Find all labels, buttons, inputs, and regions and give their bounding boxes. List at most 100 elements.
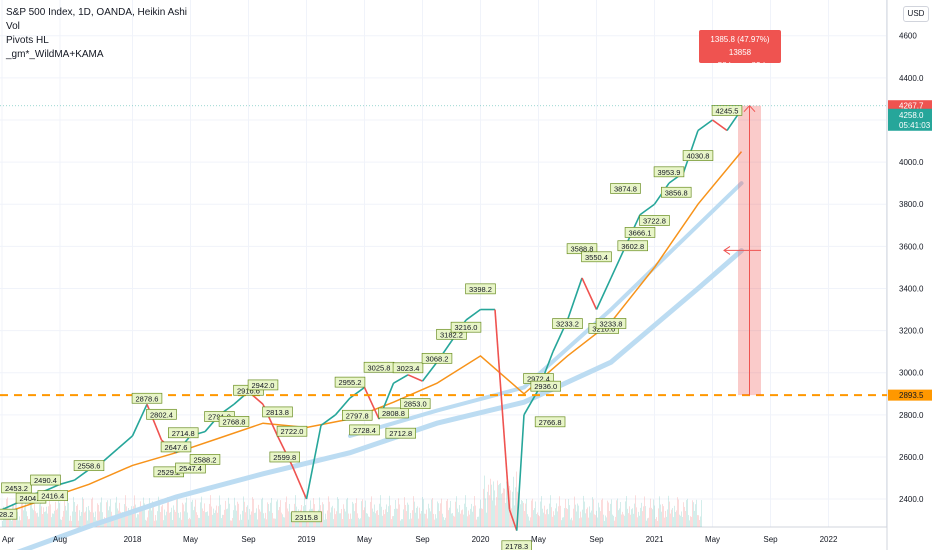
volume-bar [582,509,583,527]
measure-zone[interactable] [723,104,761,396]
volume-bar [84,512,85,527]
legend-title[interactable]: S&P 500 Index, 1D, OANDA, Heikin Ashi [6,7,188,18]
volume-bar [504,488,505,527]
pivot-text: 3602.8 [621,242,644,251]
volume-bar [240,514,241,527]
volume-bar [171,507,172,527]
volume-bar [578,505,579,527]
volume-bar [445,517,446,527]
volume-bar [404,497,405,527]
volume-bar [131,506,132,527]
volume-bar [600,511,601,527]
volume-bar [459,505,460,527]
pivot-text: 2328.2 [0,510,13,519]
volume-bar [257,519,258,527]
y-tick-label: 3400.0 [899,284,924,293]
volume-bar [346,499,347,527]
volume-bar [389,495,390,527]
currency-button[interactable]: USD [903,6,929,22]
volume-bar [97,503,98,527]
volume-bar [325,513,326,527]
x-tick-label: Aug [53,535,67,544]
price-segment [291,465,308,500]
pivot-box [639,215,670,226]
volume-bar [172,519,173,527]
x-tick-label: 2022 [820,535,838,544]
volume-bar [607,500,608,527]
volume-bar [76,505,77,527]
volume-bar [422,497,423,527]
pivot-text: 2178.3 [505,542,528,550]
volume-bar [99,511,100,527]
volume-bar [387,512,388,527]
volume-bar [620,502,621,527]
price-segment [131,403,148,437]
time-axis[interactable]: Apr Aug 2018 May Sep 2019 May Sep 2020 May Sep 2021… [2,535,838,544]
volume-bar [283,517,284,527]
volume-bar [56,509,57,527]
pivot-box [30,474,61,486]
volume-bar [680,515,681,527]
volume-bar [684,506,685,527]
volume-bar [639,515,640,527]
legend-pivots[interactable]: Pivots HL [6,35,49,46]
volume-bar [137,514,138,527]
volume-bar [660,504,661,527]
volume-bar [50,504,51,527]
volume-bar [631,509,632,527]
volume-bar [382,515,383,527]
volume-bar [374,504,375,527]
volume-bar [515,487,516,527]
volume-bar [47,513,48,527]
volume-bar [316,519,317,527]
volume-bar [376,510,377,527]
volume-bar [689,520,690,527]
volume-bar [413,496,414,527]
volume-bar [624,515,625,527]
volume-bar [529,520,530,527]
price-segment [712,119,728,132]
volume-bar [508,493,509,527]
volume-bar [486,512,487,527]
volume-bar [419,507,420,527]
volume-bar [169,512,170,527]
volume-bar [375,513,376,527]
legend-volume[interactable]: Vol [6,21,20,32]
volume-bar [405,504,406,527]
pivot-box [131,392,163,404]
volume-bar [661,511,662,527]
volume-bar [229,503,230,527]
volume-bar [603,514,604,527]
volume-bar [449,507,450,527]
volume-bar [688,515,689,527]
volume-bar [437,501,438,527]
pivot-label: 2490.4 [30,474,61,486]
volume-bar [86,507,87,527]
badge-last-bg [888,108,932,131]
volume-bar [523,502,524,527]
price-segment [639,203,655,216]
y-tick-label: 2800.0 [899,411,924,420]
volume-bar [202,508,203,527]
volume-bar [390,505,391,527]
volume-bar [176,499,177,527]
x-tick-label: 2020 [472,535,490,544]
volume-bar [163,520,164,527]
volume-bar [431,499,432,527]
volume-bar [181,519,182,527]
x-tick-label: Apr [2,535,15,544]
volume-bar [30,502,31,527]
volume-bar [495,505,496,527]
volume-bar [142,508,143,527]
y-tick-label: 4000.0 [899,158,924,167]
volume-bar [282,514,283,527]
volume-bar [477,516,478,527]
volume-bar [656,517,657,527]
volume-bar [188,519,189,527]
legend-wildma[interactable]: _gm*_WildMA+KAMA [6,49,104,60]
x-tick-label: 2018 [124,535,142,544]
volume-bar [580,511,581,527]
volume-bar [616,500,617,527]
